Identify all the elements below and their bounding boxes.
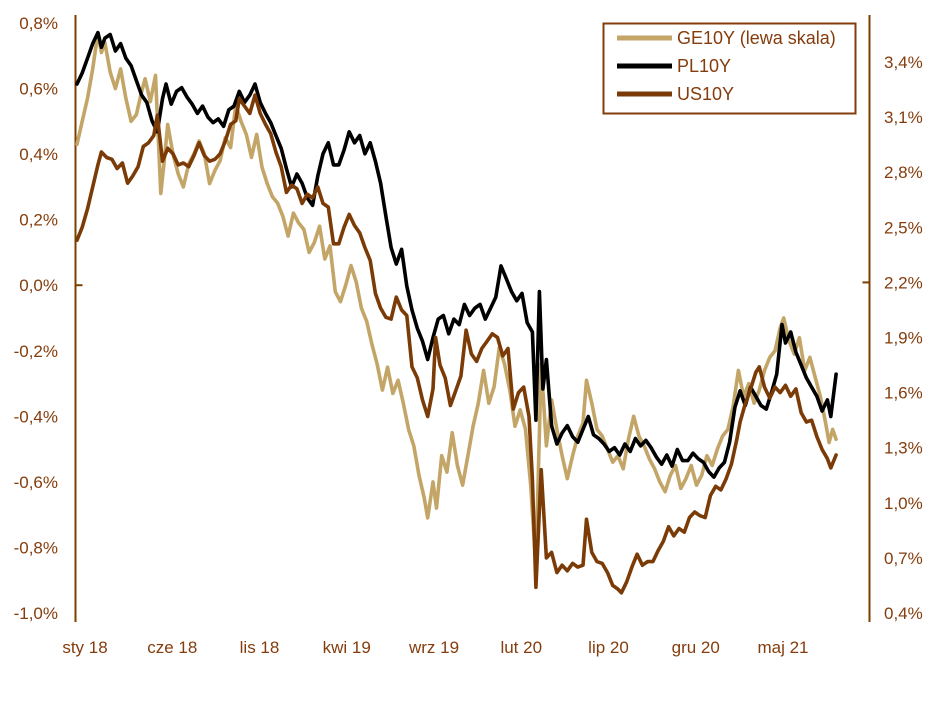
left-axis-tick-label: 0,6% xyxy=(19,80,58,99)
left-axis-tick-label: -0,2% xyxy=(14,342,58,361)
left-axis-tick-label: -1,0% xyxy=(14,604,58,623)
legend-label: GE10Y (lewa skala) xyxy=(677,28,836,48)
left-axis-tick-label: 0,8% xyxy=(19,14,58,33)
right-axis-tick-label: 3,4% xyxy=(884,53,923,72)
left-axis-tick-label: -0,8% xyxy=(14,538,58,557)
x-axis-tick-label: sty 18 xyxy=(62,638,107,657)
x-axis-tick-label: lip 20 xyxy=(588,638,629,657)
right-axis-tick-label: 3,1% xyxy=(884,108,923,127)
right-axis-tick-label: 1,0% xyxy=(884,494,923,513)
right-axis-tick-label: 0,4% xyxy=(884,604,923,623)
right-axis-tick-label: 0,7% xyxy=(884,549,923,568)
left-axis-tick-label: 0,4% xyxy=(19,145,58,164)
x-axis-tick-label: lut 20 xyxy=(500,638,542,657)
right-axis-tick-label: 2,5% xyxy=(884,218,923,237)
legend-item: GE10Y (lewa skala) xyxy=(617,28,836,48)
x-axis-tick-label: gru 20 xyxy=(672,638,720,657)
x-axis-tick-label: maj 21 xyxy=(757,638,808,657)
legend-label: US10Y xyxy=(677,84,734,104)
left-axis-tick-labels: 0,8% 0,6% 0,4% 0,2% 0,0% -0,2% -0,4% -0,6% -0,8%… xyxy=(14,14,58,623)
legend: GE10Y (lewa skala) PL10Y US10Y xyxy=(602,22,857,115)
right-axis-tick-labels: 3,4% 3,1% 2,8% 2,5% 2,2% 1,9% 1,6% 1,3% 1,0% 0,7%… xyxy=(884,53,923,623)
right-axis-tick-label: 1,9% xyxy=(884,329,923,348)
left-axis-tick-label: -0,4% xyxy=(14,407,58,426)
legend-label: PL10Y xyxy=(677,56,731,76)
legend-item: US10Y xyxy=(617,84,734,104)
series-line-us10y xyxy=(75,93,838,595)
right-axis-tick-label: 1,3% xyxy=(884,439,923,458)
right-axis-tick-label: 2,2% xyxy=(884,273,923,292)
x-axis-tick-labels: sty 18 cze 18 lis 18 kwi 19 wrz 19 lut 20 lip … xyxy=(62,638,808,657)
x-axis-tick-label: cze 18 xyxy=(147,638,197,657)
left-axis-tick-label: -0,6% xyxy=(14,473,58,492)
x-axis-tick-label: wrz 19 xyxy=(408,638,459,657)
series-line-pl10y xyxy=(75,30,838,479)
left-axis-tick-label: 0,2% xyxy=(19,211,58,230)
x-axis-tick-label: kwi 19 xyxy=(323,638,371,657)
x-axis-tick-label: lis 18 xyxy=(240,638,280,657)
right-axis-tick-label: 1,6% xyxy=(884,384,923,403)
right-axis-tick-label: 2,8% xyxy=(884,163,923,182)
left-axis-tick-label: 0,0% xyxy=(19,276,58,295)
legend-item: PL10Y xyxy=(617,56,731,76)
